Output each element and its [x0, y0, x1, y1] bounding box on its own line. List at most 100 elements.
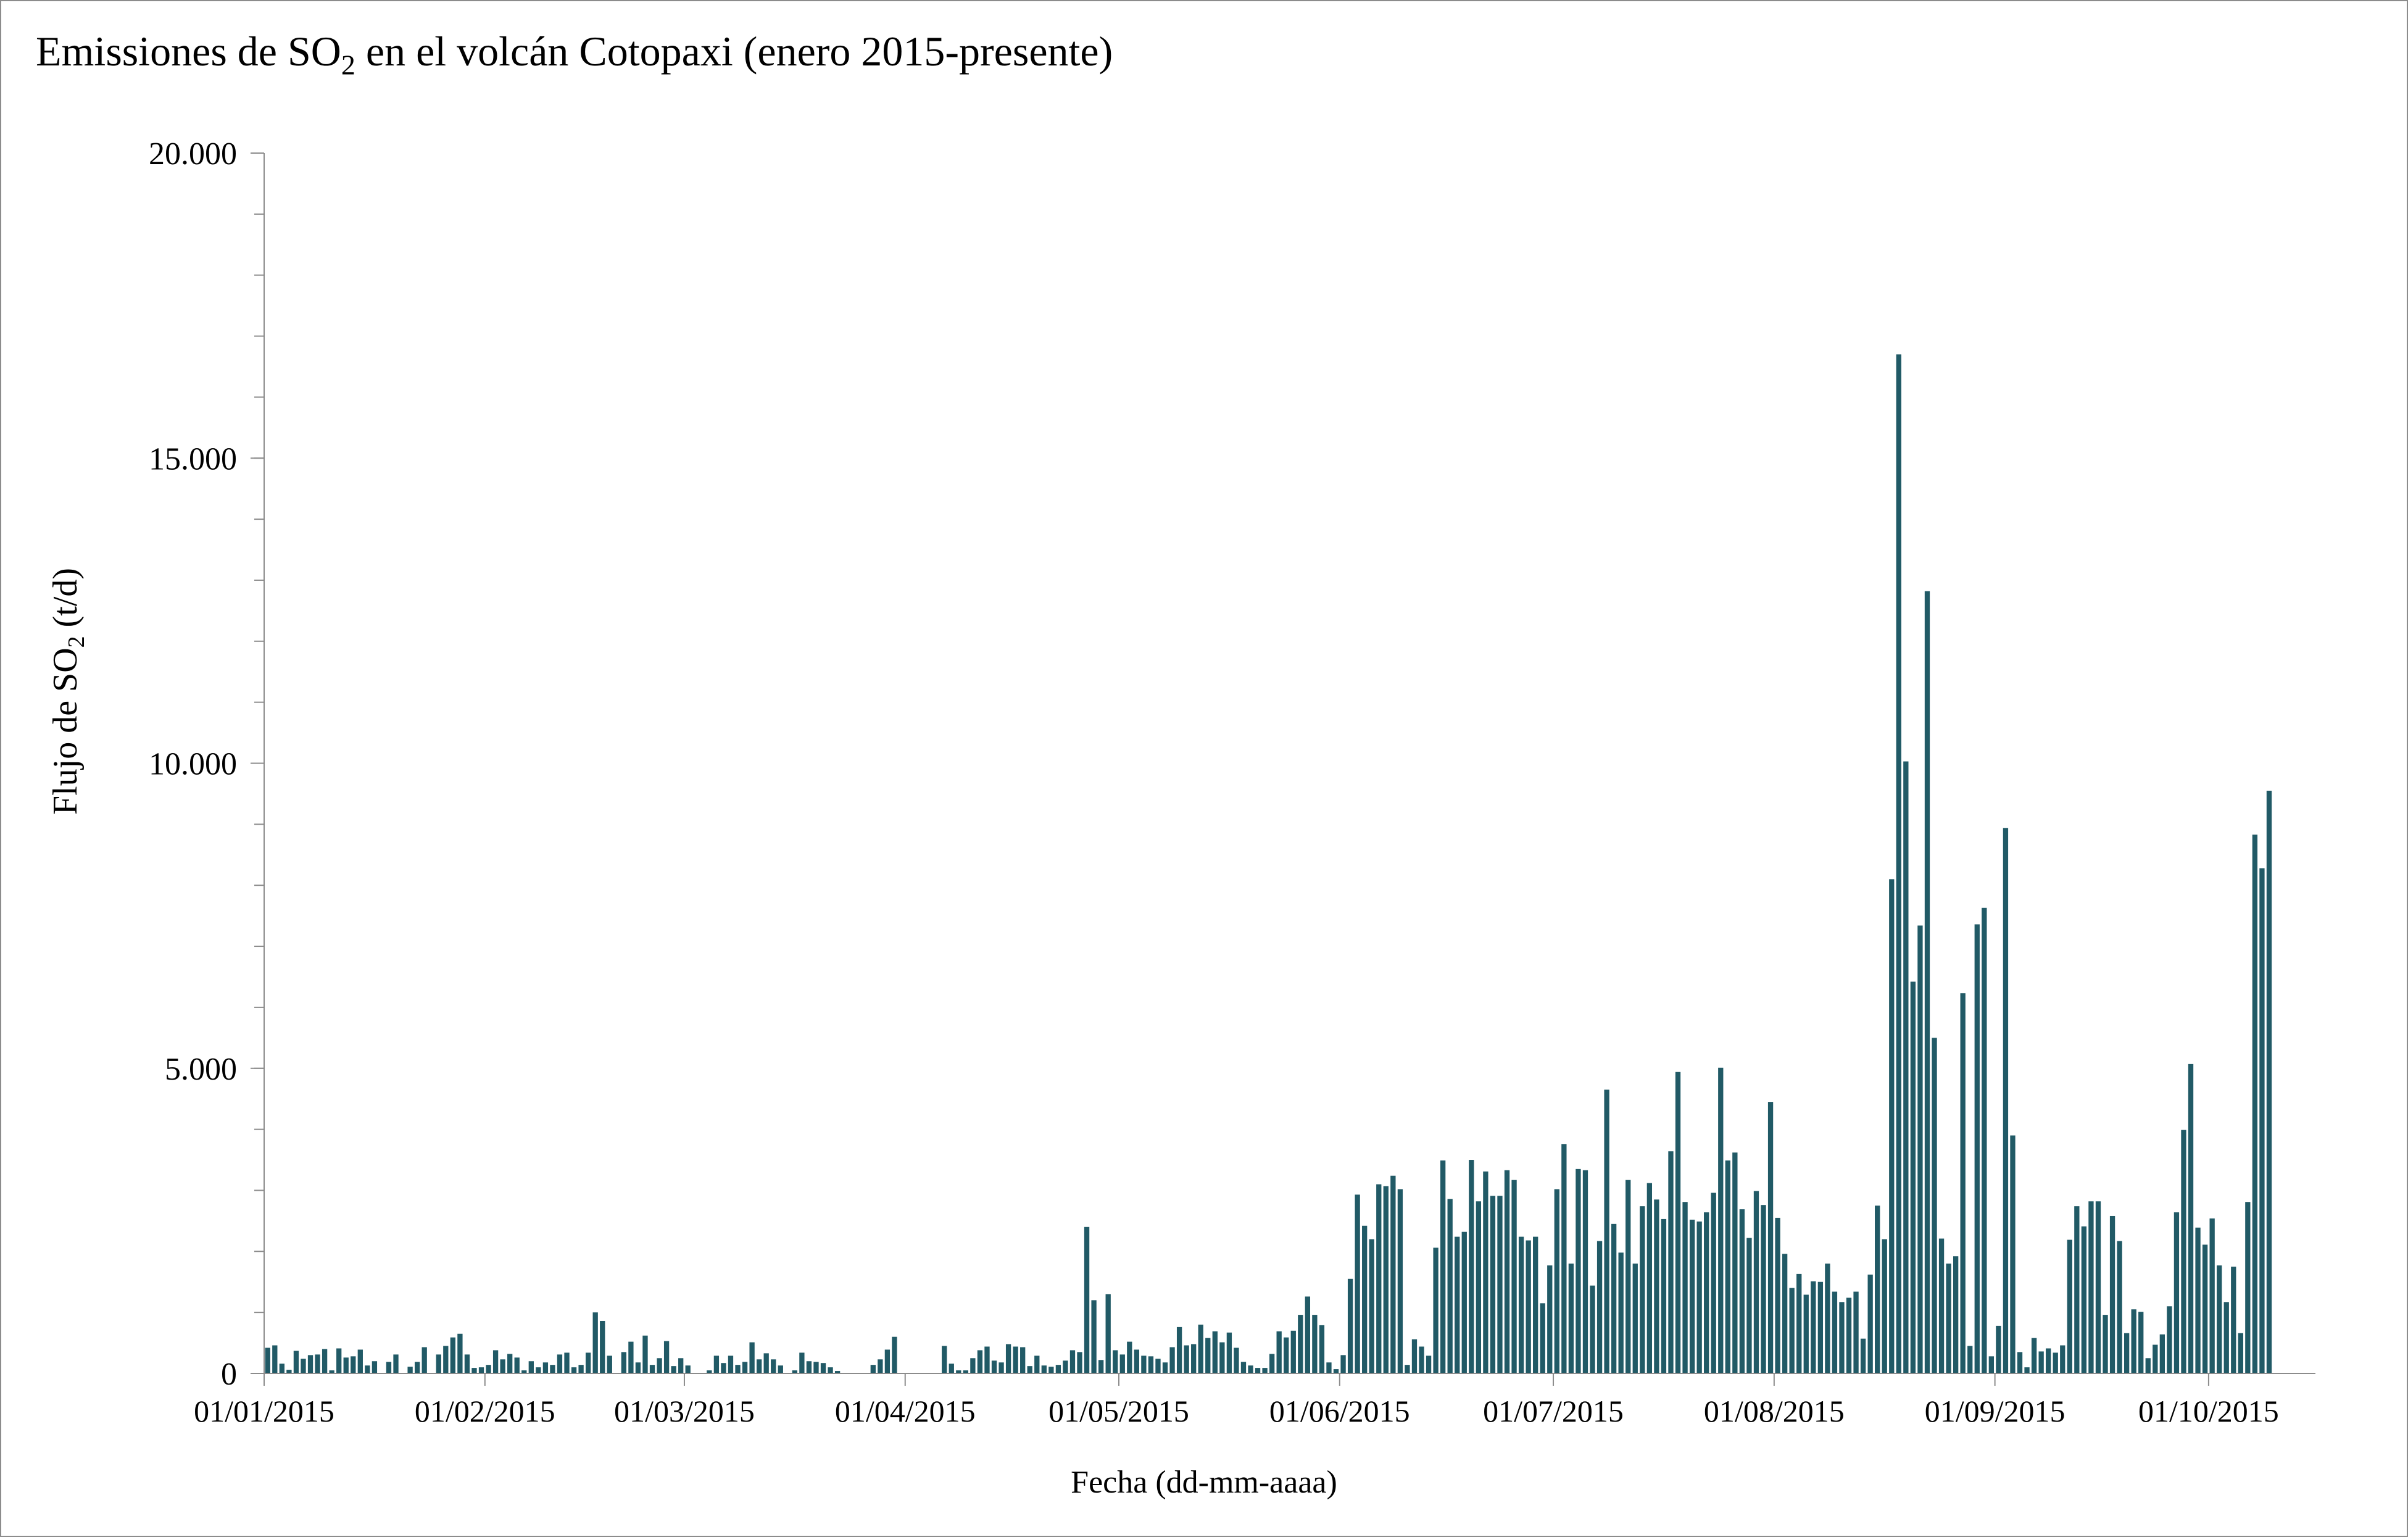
bar — [2245, 1202, 2251, 1373]
bar — [1169, 1347, 1175, 1373]
bar — [1148, 1356, 1154, 1373]
bar — [1946, 1264, 1951, 1373]
bar — [1896, 354, 1901, 1374]
bar — [1119, 1354, 1125, 1373]
chart-title: Emissiones de SO2 en el volcán Cotopaxi … — [36, 28, 1113, 81]
bar — [507, 1354, 513, 1373]
bar — [2259, 868, 2265, 1373]
bar — [1411, 1339, 1418, 1373]
bar — [1746, 1238, 1752, 1373]
bar — [1910, 981, 1916, 1373]
bar — [578, 1365, 584, 1373]
bar — [1711, 1193, 1716, 1373]
bar — [478, 1367, 484, 1373]
bar — [1476, 1201, 1482, 1373]
bar — [1875, 1206, 1880, 1373]
bar — [2173, 1212, 2180, 1373]
bar — [1568, 1264, 1574, 1373]
bar — [1924, 591, 1930, 1373]
bar — [1255, 1368, 1261, 1373]
bar — [2010, 1135, 2016, 1373]
bar — [1540, 1303, 1545, 1373]
bar — [1761, 1205, 1766, 1373]
bar — [1419, 1346, 1424, 1373]
bar — [1369, 1239, 1374, 1373]
bar — [1312, 1315, 1318, 1373]
bar — [1860, 1338, 1866, 1373]
bar — [1234, 1347, 1239, 1373]
bar — [2117, 1241, 2122, 1373]
bar — [2217, 1265, 2222, 1373]
bar — [536, 1367, 541, 1373]
bar — [1789, 1288, 1795, 1373]
bar — [1262, 1368, 1268, 1373]
bar — [564, 1352, 570, 1373]
bar — [1889, 879, 1895, 1373]
bar — [1191, 1344, 1197, 1373]
bar — [421, 1347, 427, 1373]
bar — [1661, 1218, 1667, 1373]
bar — [1461, 1231, 1467, 1373]
bar — [414, 1362, 420, 1373]
bar — [1982, 907, 1987, 1373]
bar — [1390, 1175, 1396, 1373]
bar — [1682, 1202, 1688, 1373]
bar — [2209, 1218, 2215, 1373]
x-tick-label: 01/10/2015 — [2138, 1394, 2279, 1428]
x-tick-label: 01/04/2015 — [835, 1394, 976, 1428]
bar — [1298, 1315, 1303, 1373]
bar — [1526, 1240, 1531, 1373]
bar — [2060, 1345, 2065, 1373]
bar — [649, 1365, 655, 1373]
bar — [600, 1320, 605, 1373]
bar — [663, 1341, 670, 1373]
bar — [2145, 1358, 2151, 1373]
bar — [1811, 1281, 1816, 1373]
bar — [977, 1350, 983, 1373]
bar — [1504, 1170, 1510, 1373]
bar — [1290, 1330, 1296, 1373]
bar — [1077, 1352, 1082, 1373]
bars-group — [265, 354, 2272, 1374]
bar — [1618, 1252, 1624, 1373]
bar — [521, 1370, 527, 1373]
bar — [2181, 1130, 2186, 1373]
bar — [713, 1356, 720, 1373]
bar — [542, 1362, 549, 1373]
bar — [386, 1362, 392, 1373]
bar — [1782, 1254, 1788, 1373]
x-axis-label: Fecha (dd-mm-aaaa) — [1071, 1465, 1337, 1500]
bar — [607, 1356, 612, 1373]
bar — [763, 1353, 769, 1373]
bar — [1326, 1362, 1332, 1373]
bar — [286, 1370, 292, 1373]
bar — [1248, 1365, 1253, 1373]
bar — [550, 1365, 555, 1373]
bar — [329, 1370, 334, 1373]
bar — [657, 1358, 662, 1373]
bar — [1796, 1273, 1802, 1373]
bar — [1383, 1186, 1389, 1373]
bar — [1284, 1337, 1289, 1373]
bar — [1027, 1366, 1032, 1373]
bar — [2238, 1333, 2243, 1373]
bar — [351, 1356, 356, 1373]
bar — [742, 1362, 748, 1373]
bar — [1561, 1144, 1567, 1373]
bar — [1646, 1183, 1653, 1373]
bar — [806, 1361, 812, 1373]
bar — [464, 1354, 470, 1373]
bar — [2038, 1351, 2044, 1373]
bar — [621, 1352, 627, 1373]
bar — [820, 1363, 826, 1373]
bar — [1305, 1296, 1311, 1373]
bar — [1739, 1209, 1745, 1373]
bar — [1917, 925, 1923, 1373]
bar — [1490, 1196, 1496, 1373]
bar — [307, 1355, 313, 1373]
bar — [2252, 835, 2258, 1373]
bar — [1405, 1365, 1410, 1373]
bar — [1212, 1331, 1218, 1373]
bar — [1689, 1219, 1695, 1373]
